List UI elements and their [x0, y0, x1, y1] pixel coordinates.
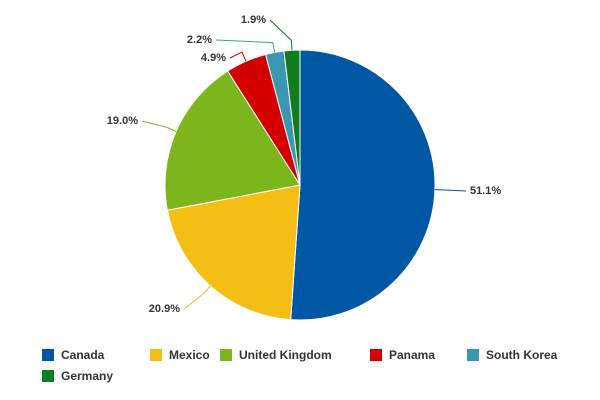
pie-slice — [164, 70, 301, 211]
legend-swatch — [42, 370, 54, 382]
legend-swatch — [220, 349, 232, 361]
data-label: 1.9% — [241, 14, 266, 26]
legend-swatch — [370, 349, 382, 361]
legend-label: South Korea — [486, 348, 558, 362]
pie — [164, 49, 436, 321]
data-label: 2.2% — [187, 34, 212, 46]
leader-line — [269, 19, 293, 51]
data-label: 20.9% — [149, 303, 180, 315]
legend-label: United Kingdom — [239, 348, 332, 362]
legend-label: Germany — [61, 369, 113, 383]
legend-swatch — [150, 349, 162, 361]
legend-label: Canada — [61, 348, 105, 362]
leader-line — [141, 120, 177, 132]
legend-swatch — [467, 349, 479, 361]
leader-line — [229, 51, 247, 62]
legend-swatch — [42, 349, 54, 361]
leader-line — [183, 285, 211, 310]
pie-slice — [166, 184, 301, 321]
pie-slice — [290, 49, 436, 321]
legend: Canada Mexico United Kingdom Panama South Ko… — [42, 348, 558, 383]
data-labels: 51.1% 20.9% 19.0% 4.9% 2.2% 1.9% — [107, 14, 502, 315]
data-label: 4.9% — [201, 52, 226, 64]
legend-label: Mexico — [169, 348, 210, 362]
legend-label: Panama — [389, 348, 435, 362]
leader-line — [215, 39, 276, 53]
data-label: 51.1% — [470, 185, 501, 197]
leader-line — [434, 189, 467, 192]
data-label: 19.0% — [107, 115, 138, 127]
